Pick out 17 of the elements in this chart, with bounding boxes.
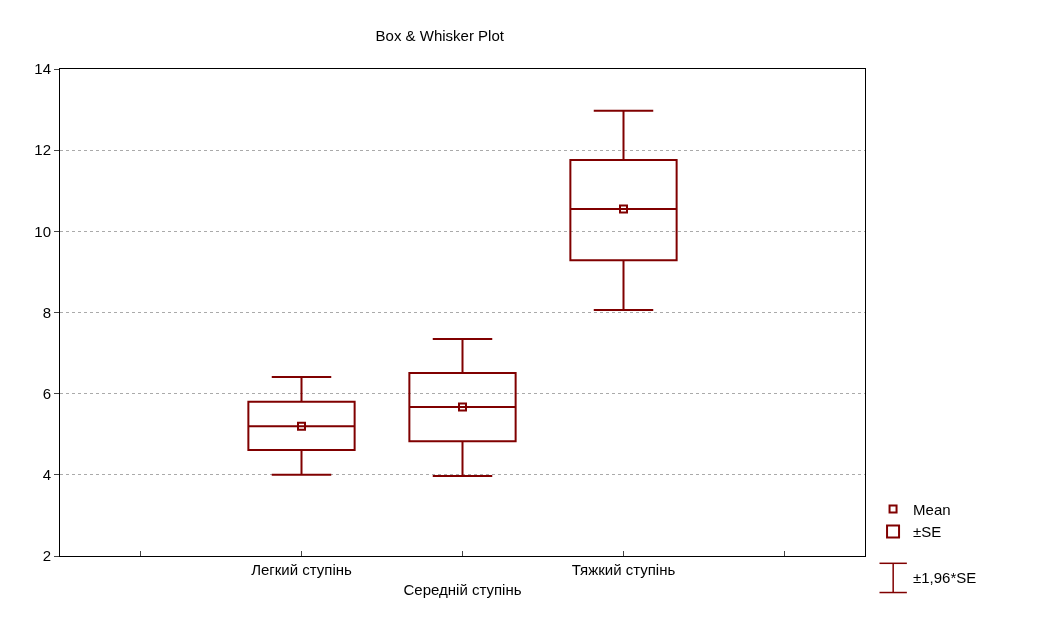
legend-label: Mean [913,500,951,518]
x-tick-label: Тяжкий ступінь [571,561,676,578]
y-tick-label: 2 [42,547,51,565]
y-tick-label: 14 [34,60,51,78]
legend-label: ±SE [913,523,942,541]
x-tick-label: Середній ступінь [403,580,522,598]
y-tick-label: 8 [42,303,51,321]
point [297,421,306,431]
chart-title: Box & Whisker Plot [375,27,505,45]
y-tick-label: 6 [42,384,51,402]
text: ±1,96*SE [913,569,977,586]
x-tick-label: Легкий ступінь [251,561,353,578]
y-tick-label: 10 [34,222,51,240]
point [619,204,628,214]
point [458,402,467,412]
y-tick-label: 12 [34,141,51,159]
y-tick-label: 4 [42,466,51,484]
